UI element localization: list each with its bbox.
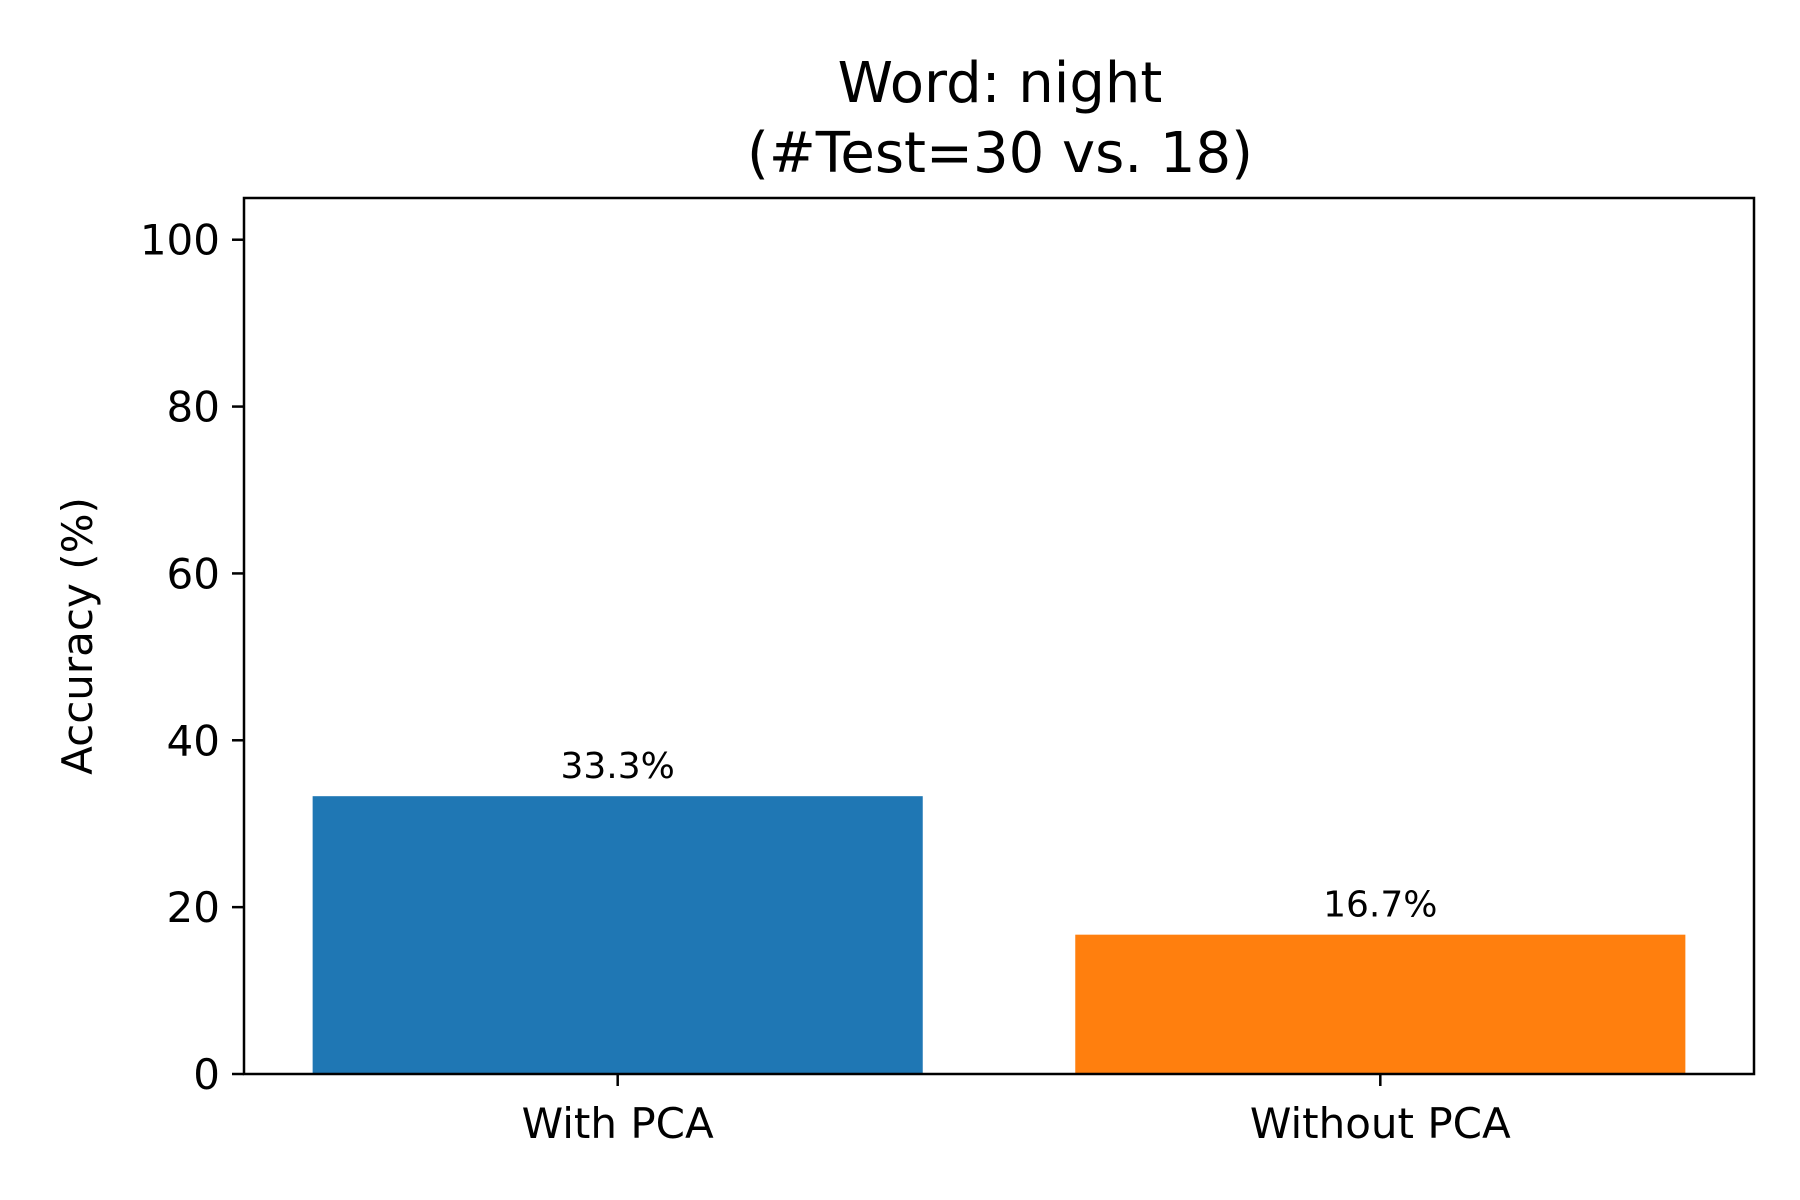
y-tick-label: 100: [140, 216, 220, 265]
data-labels-layer: 33.3% 16.7%: [560, 746, 1437, 925]
y-tick-label: 80: [167, 383, 220, 432]
bar-without-pca: [1075, 934, 1686, 1074]
chart-title-line-1: Word: night: [838, 51, 1163, 116]
bar-with-pca: [312, 796, 923, 1074]
data-label-with-pca: 33.3%: [560, 746, 674, 787]
y-axis: 0 20 40 60 80 100: [140, 216, 244, 1099]
y-axis-label: Accuracy (%): [53, 497, 102, 775]
y-tick-label: 0: [193, 1050, 220, 1099]
x-tick-label: With PCA: [522, 1099, 714, 1148]
x-tick-label: Without PCA: [1250, 1099, 1511, 1148]
y-tick-label: 40: [167, 716, 220, 765]
bars-layer: [312, 796, 1686, 1074]
data-label-without-pca: 16.7%: [1323, 885, 1437, 926]
y-tick-label: 60: [167, 549, 220, 598]
x-axis: With PCA Without PCA: [522, 1074, 1511, 1148]
y-tick-label: 20: [167, 883, 220, 932]
plot-frame: [242, 196, 1756, 1076]
chart-title-line-2: (#Test=30 vs. 18): [747, 121, 1253, 186]
